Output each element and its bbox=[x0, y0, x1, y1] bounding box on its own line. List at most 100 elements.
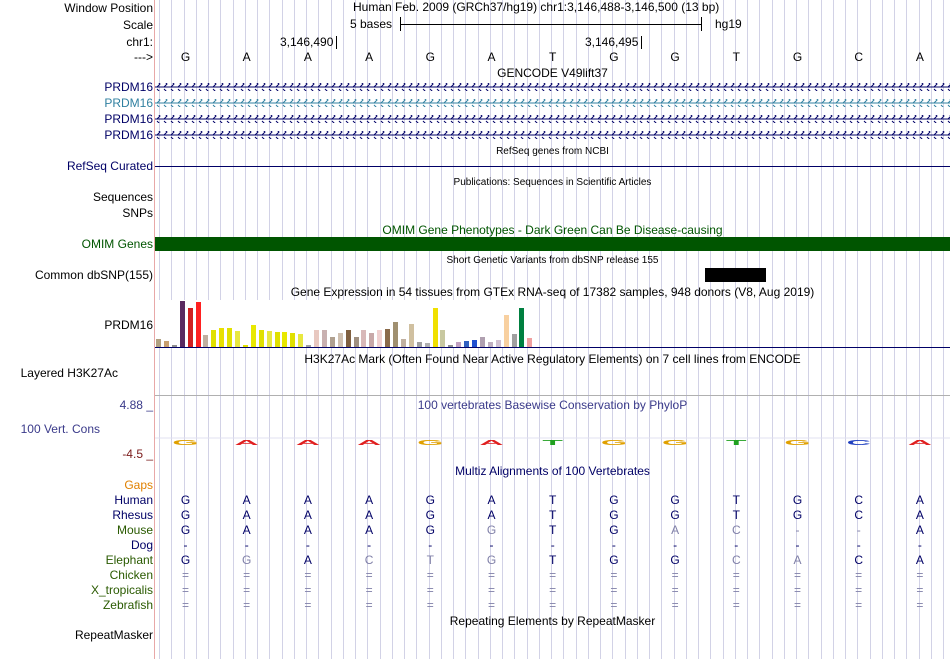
gtex-tissue-bar[interactable] bbox=[298, 334, 304, 347]
base-letter: G bbox=[609, 50, 619, 64]
publications-track-title: Publications: Sequences in Scientific Ar… bbox=[453, 177, 652, 188]
gtex-tissue-bar[interactable] bbox=[314, 330, 319, 347]
alignment-base: = bbox=[671, 598, 679, 612]
label-gtex-prdm16[interactable]: PRDM16 bbox=[104, 318, 153, 332]
gencode-transcript-2[interactable] bbox=[155, 99, 950, 107]
species-label[interactable]: Rhesus bbox=[112, 508, 153, 522]
gtex-tissue-bar[interactable] bbox=[211, 330, 217, 347]
label-refseq-curated[interactable]: RefSeq Curated bbox=[66, 159, 153, 173]
label-window-position[interactable]: Window Position bbox=[64, 1, 153, 15]
refseq-gene-line[interactable] bbox=[155, 166, 950, 167]
dbsnp-variant[interactable] bbox=[705, 268, 766, 282]
label-100-vert-cons[interactable]: 100 Vert. Cons bbox=[20, 422, 100, 436]
gtex-tissue-bar[interactable] bbox=[448, 345, 454, 347]
gtex-tissue-bar[interactable] bbox=[479, 337, 485, 347]
gtex-tissue-bar[interactable] bbox=[203, 335, 209, 347]
gtex-tissue-bar[interactable] bbox=[440, 330, 446, 347]
label-common-dbsnp[interactable]: Common dbSNP(155) bbox=[34, 268, 153, 282]
gtex-tissue-bar[interactable] bbox=[503, 315, 509, 347]
grid-line bbox=[698, 0, 699, 659]
alignment-base: G bbox=[425, 493, 435, 507]
gtex-tissue-bar[interactable] bbox=[472, 340, 477, 347]
species-label[interactable]: Elephant bbox=[105, 553, 153, 567]
label-repeatmasker[interactable]: RepeatMasker bbox=[74, 628, 153, 642]
gtex-tissue-bar[interactable] bbox=[171, 345, 177, 347]
gtex-tissue-bar[interactable] bbox=[519, 308, 525, 347]
gtex-tissue-bar[interactable] bbox=[511, 334, 517, 347]
label-prdm16-2[interactable]: PRDM16 bbox=[104, 96, 153, 110]
label-snps[interactable]: SNPs bbox=[122, 206, 153, 220]
gtex-tissue-bar[interactable] bbox=[487, 342, 493, 347]
alignment-base: = bbox=[793, 568, 801, 582]
gtex-tissue-bar[interactable] bbox=[321, 330, 327, 347]
gtex-tissue-bar[interactable] bbox=[227, 328, 233, 347]
gtex-chart[interactable] bbox=[155, 300, 535, 347]
omim-track-title: OMIM Gene Phenotypes - Dark Green Can Be… bbox=[382, 223, 723, 237]
gtex-tissue-bar[interactable] bbox=[393, 322, 398, 347]
label-prdm16-4[interactable]: PRDM16 bbox=[104, 128, 153, 142]
gtex-tissue-bar[interactable] bbox=[424, 343, 430, 347]
gtex-tissue-bar[interactable] bbox=[408, 324, 414, 347]
gtex-tissue-bar[interactable] bbox=[282, 332, 288, 347]
species-label[interactable]: X_tropicalis bbox=[90, 583, 153, 597]
gtex-tissue-bar[interactable] bbox=[242, 345, 248, 347]
label-sequences[interactable]: Sequences bbox=[92, 190, 153, 204]
gencode-transcript-4[interactable] bbox=[155, 131, 950, 139]
label-strand-arrow[interactable]: ---> bbox=[134, 50, 153, 64]
gtex-tissue-bar[interactable] bbox=[337, 333, 343, 347]
gencode-transcript-1[interactable] bbox=[155, 83, 950, 91]
gtex-tissue-bar[interactable] bbox=[353, 337, 359, 347]
gtex-tissue-bar[interactable] bbox=[377, 330, 383, 347]
label-divider[interactable] bbox=[154, 0, 155, 659]
gtex-tissue-bar[interactable] bbox=[329, 337, 335, 347]
alignment-base: T bbox=[732, 493, 740, 507]
gtex-tissue-bar[interactable] bbox=[416, 342, 422, 347]
gtex-tissue-bar[interactable] bbox=[266, 331, 272, 347]
omim-gene-bar[interactable] bbox=[155, 237, 950, 251]
alignment-base: A bbox=[242, 493, 251, 507]
gtex-tissue-bar[interactable] bbox=[163, 341, 169, 347]
gtex-tissue-bar[interactable] bbox=[345, 330, 351, 347]
species-label[interactable]: Mouse bbox=[116, 523, 153, 537]
gtex-tissue-bar[interactable] bbox=[156, 339, 161, 347]
gtex-tissue-bar[interactable] bbox=[385, 329, 391, 347]
species-label[interactable]: Zebrafish bbox=[102, 598, 153, 612]
species-label[interactable]: Human bbox=[114, 493, 153, 507]
gtex-tissue-bar[interactable] bbox=[250, 325, 256, 347]
gtex-tissue-bar[interactable] bbox=[456, 342, 462, 347]
label-prdm16-1[interactable]: PRDM16 bbox=[104, 80, 153, 94]
species-label[interactable]: Chicken bbox=[109, 568, 153, 582]
gencode-transcript-3[interactable] bbox=[155, 115, 950, 123]
label-prdm16-3[interactable]: PRDM16 bbox=[104, 112, 153, 126]
gtex-tissue-bar[interactable] bbox=[187, 308, 193, 347]
gtex-tissue-bar[interactable] bbox=[219, 328, 225, 347]
gtex-tissue-bar[interactable] bbox=[495, 340, 501, 347]
gtex-tissue-bar[interactable] bbox=[179, 301, 185, 347]
gtex-tissue-bar[interactable] bbox=[258, 330, 264, 347]
scale-text: 5 bases bbox=[350, 17, 393, 31]
gtex-tissue-bar[interactable] bbox=[400, 339, 406, 347]
gtex-tissue-bar[interactable] bbox=[464, 341, 470, 347]
gtex-tissue-bar[interactable] bbox=[195, 302, 201, 347]
label-scale[interactable]: Scale bbox=[122, 18, 153, 32]
gtex-tissue-bar[interactable] bbox=[290, 333, 296, 347]
label-gaps[interactable]: Gaps bbox=[124, 478, 153, 492]
gtex-tissue-bar[interactable] bbox=[306, 345, 312, 347]
gtex-tissue-bar[interactable] bbox=[527, 338, 533, 347]
alignment-base: = bbox=[793, 583, 801, 597]
gencode-gene-lines[interactable] bbox=[155, 80, 950, 142]
label-chr[interactable]: chr1: bbox=[126, 35, 153, 49]
label-layered-h3k27ac[interactable]: Layered H3K27Ac bbox=[20, 366, 118, 380]
base-letter: G bbox=[792, 50, 803, 64]
gtex-tissue-bar[interactable] bbox=[361, 330, 367, 347]
gtex-tissue-bar[interactable] bbox=[432, 308, 438, 347]
grid-line bbox=[576, 0, 577, 659]
alignment-base: G bbox=[609, 523, 619, 537]
label-omim-genes[interactable]: OMIM Genes bbox=[81, 237, 153, 251]
gtex-tissue-bar[interactable] bbox=[235, 331, 240, 347]
gtex-tissue-bar[interactable] bbox=[369, 333, 375, 347]
gtex-tissue-bar[interactable] bbox=[274, 332, 280, 347]
alignment-base: = bbox=[549, 583, 557, 597]
species-label[interactable]: Dog bbox=[130, 538, 153, 552]
